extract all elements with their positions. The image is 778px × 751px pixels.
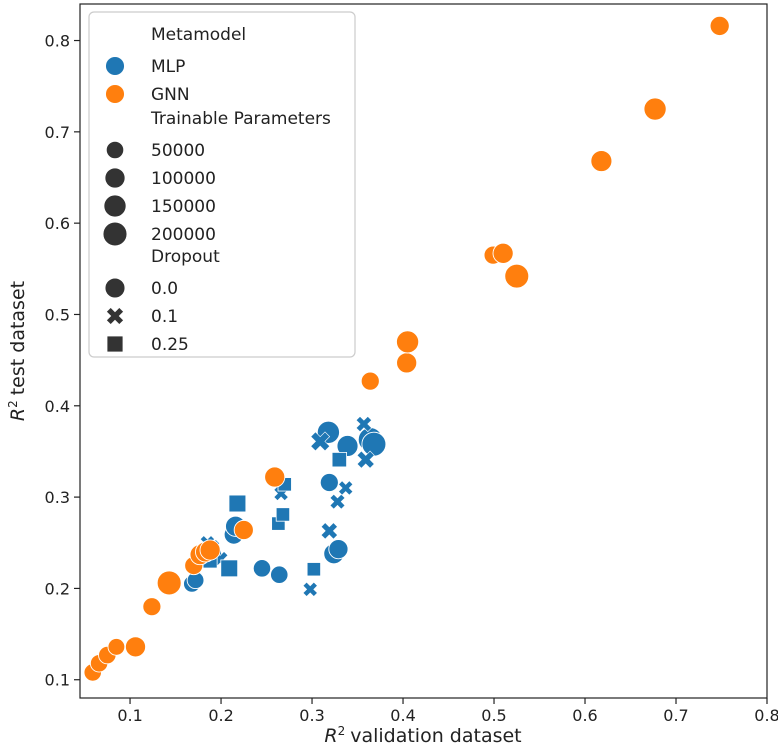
data-point-gnn-circle [493, 243, 513, 263]
legend-hue-title: Metamodel [151, 25, 246, 45]
legend-label-dropout: 0.0 [151, 279, 178, 299]
data-point-gnn-circle [710, 16, 729, 35]
data-point-gnn-circle [591, 151, 612, 172]
legend-marker-size [104, 195, 126, 217]
data-point-gnn-circle [143, 598, 161, 616]
legend-label-gnn: GNN [151, 85, 190, 105]
legend-label-size: 100000 [151, 169, 216, 189]
y-tick-label: 0.7 [45, 123, 70, 142]
data-point-gnn-circle [505, 264, 529, 288]
data-point-gnn-circle [200, 540, 220, 560]
legend-marker-gnn [106, 85, 125, 104]
y-axis-label-superscript: 2 [6, 400, 20, 408]
legend-marker-size [103, 222, 127, 246]
legend-marker-mlp [106, 57, 125, 76]
data-point-gnn-circle [234, 520, 253, 539]
y-axis-label-text: test dataset [7, 281, 29, 395]
x-axis-label-text: validation dataset [350, 725, 521, 747]
y-tick-label: 0.6 [45, 214, 70, 233]
y-tick-label: 0.3 [45, 488, 70, 507]
x-tick-label: 0.5 [481, 706, 506, 725]
legend-label-size: 200000 [151, 225, 216, 245]
legend-box [89, 12, 355, 357]
data-point-mlp-circle [329, 540, 348, 559]
legend-label-size: 50000 [151, 141, 205, 161]
data-point-mlp-circle [320, 473, 338, 491]
x-tick-label: 0.6 [572, 706, 597, 725]
data-point-mlp-x [303, 582, 317, 596]
data-point-mlp-x [321, 523, 337, 539]
legend-marker-size [106, 141, 124, 159]
data-point-gnn-circle [157, 571, 181, 595]
legend-size-title: Trainable Parameters [150, 109, 331, 129]
y-axis-label: R2 test dataset [6, 281, 29, 421]
data-point-mlp-circle [271, 566, 289, 584]
data-point-gnn-circle [396, 331, 418, 353]
legend-label-size: 150000 [151, 197, 216, 217]
y-axis-ticks: 0.1 0.2 0.3 0.4 0.5 0.6 0.7 0.8 [45, 32, 80, 690]
x-axis-label-superscript: 2 [338, 724, 346, 738]
data-point-gnn-circle [397, 353, 417, 373]
legend-style-title: Dropout [151, 247, 220, 267]
x-tick-label: 0.4 [390, 706, 415, 725]
legend-label-dropout: 0.1 [151, 307, 178, 327]
data-point-mlp-square [221, 560, 238, 577]
x-axis-ticks: 0.1 0.2 0.3 0.4 0.5 0.6 0.7 0.8 [117, 698, 778, 725]
x-tick-label: 0.1 [117, 706, 142, 725]
data-point-mlp-x [330, 494, 345, 509]
data-point-gnn-circle [644, 98, 666, 120]
y-tick-label: 0.4 [45, 397, 70, 416]
legend-marker-size [105, 168, 125, 188]
x-tick-label: 0.3 [299, 706, 324, 725]
y-tick-label: 0.8 [45, 32, 70, 51]
data-point-mlp-square [276, 508, 289, 521]
data-point-mlp-square [332, 452, 346, 466]
legend-marker-square [107, 336, 123, 352]
data-point-gnn-circle [265, 467, 285, 487]
y-axis-label-variable: R [7, 408, 29, 421]
y-tick-label: 0.1 [45, 671, 70, 690]
x-axis-label-variable: R [324, 725, 337, 747]
legend: Metamodel MLP GNN Trainable Parameters 50… [89, 12, 355, 357]
legend-label-mlp: MLP [151, 57, 185, 77]
data-point-mlp-x [357, 451, 374, 468]
data-point-mlp-x [339, 481, 353, 495]
legend-marker-circle [105, 278, 125, 298]
y-tick-label: 0.5 [45, 305, 70, 324]
y-tick-label: 0.2 [45, 579, 70, 598]
x-tick-label: 0.8 [754, 706, 778, 725]
data-point-gnn-circle [108, 638, 125, 655]
data-point-gnn-circle [361, 372, 379, 390]
x-axis-label: R2 validation dataset [324, 724, 521, 747]
x-tick-label: 0.2 [208, 706, 233, 725]
data-point-mlp-circle [253, 560, 271, 578]
legend-label-dropout: 0.25 [151, 335, 189, 355]
data-point-gnn-circle [125, 637, 145, 657]
data-point-mlp-square [307, 563, 320, 576]
data-point-mlp-circle [362, 432, 386, 456]
x-tick-label: 0.7 [663, 706, 688, 725]
data-point-mlp-square [229, 495, 246, 512]
